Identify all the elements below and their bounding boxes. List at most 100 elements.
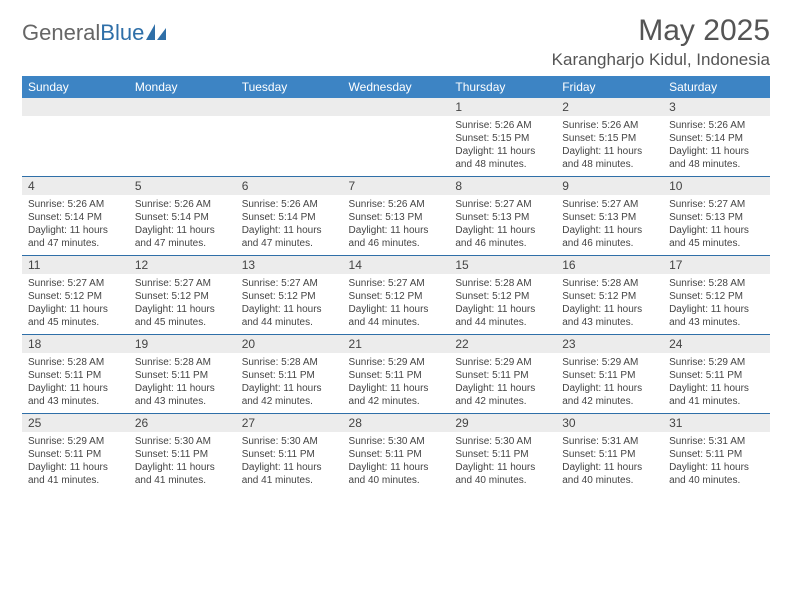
day-details-cell: Sunrise: 5:28 AMSunset: 5:11 PMDaylight:… xyxy=(129,353,236,414)
detail-line: Sunset: 5:12 PM xyxy=(669,290,764,303)
detail-label: Sunrise: xyxy=(135,199,174,210)
detail-line: Sunrise: 5:26 AM xyxy=(349,198,444,211)
detail-label: Daylight: xyxy=(242,304,284,315)
detail-label: Sunrise: xyxy=(455,278,494,289)
detail-label: Sunrise: xyxy=(562,120,601,131)
detail-value: 5:26 AM xyxy=(174,199,211,210)
detail-value: 5:14 PM xyxy=(278,212,315,223)
detail-label: Sunset: xyxy=(28,370,65,381)
detail-line: Sunrise: 5:28 AM xyxy=(135,356,230,369)
day-number-cell: 10 xyxy=(663,177,770,196)
detail-line: Daylight: 11 hours and 43 minutes. xyxy=(28,382,123,408)
day-details-cell: Sunrise: 5:26 AMSunset: 5:15 PMDaylight:… xyxy=(556,116,663,177)
detail-line: Sunrise: 5:26 AM xyxy=(135,198,230,211)
day-details-cell: Sunrise: 5:27 AMSunset: 5:12 PMDaylight:… xyxy=(129,274,236,335)
detail-value: 5:11 PM xyxy=(599,449,636,460)
day-number-cell: 5 xyxy=(129,177,236,196)
day-number-cell: 17 xyxy=(663,256,770,275)
detail-label: Sunset: xyxy=(135,212,172,223)
detail-line: Sunrise: 5:29 AM xyxy=(455,356,550,369)
detail-label: Daylight: xyxy=(349,462,391,473)
detail-value: 5:13 PM xyxy=(492,212,529,223)
detail-value: 5:12 PM xyxy=(492,291,529,302)
detail-value: 5:28 AM xyxy=(602,278,639,289)
location: Karangharjo Kidul, Indonesia xyxy=(552,50,770,70)
detail-label: Sunrise: xyxy=(455,357,494,368)
detail-value: 5:27 AM xyxy=(174,278,211,289)
detail-label: Sunrise: xyxy=(669,120,708,131)
detail-label: Daylight: xyxy=(669,146,711,157)
detail-label: Daylight: xyxy=(349,383,391,394)
detail-line: Sunrise: 5:30 AM xyxy=(455,435,550,448)
detail-label: Daylight: xyxy=(28,383,70,394)
day-details-cell: Sunrise: 5:26 AMSunset: 5:13 PMDaylight:… xyxy=(343,195,450,256)
detail-line: Sunrise: 5:26 AM xyxy=(28,198,123,211)
dow-header: Friday xyxy=(556,76,663,98)
day-details-row: Sunrise: 5:29 AMSunset: 5:11 PMDaylight:… xyxy=(22,432,770,492)
day-number-cell: 18 xyxy=(22,335,129,354)
detail-line: Sunset: 5:12 PM xyxy=(562,290,657,303)
day-details-cell: Sunrise: 5:28 AMSunset: 5:12 PMDaylight:… xyxy=(663,274,770,335)
detail-label: Daylight: xyxy=(669,225,711,236)
detail-line: Sunrise: 5:26 AM xyxy=(669,119,764,132)
detail-line: Daylight: 11 hours and 44 minutes. xyxy=(242,303,337,329)
logo-sail-icon xyxy=(146,24,168,42)
day-details-cell: Sunrise: 5:29 AMSunset: 5:11 PMDaylight:… xyxy=(663,353,770,414)
day-number-cell: 16 xyxy=(556,256,663,275)
day-number-row: 18192021222324 xyxy=(22,335,770,354)
detail-line: Sunset: 5:14 PM xyxy=(242,211,337,224)
detail-value: 5:28 AM xyxy=(174,357,211,368)
detail-label: Daylight: xyxy=(349,225,391,236)
detail-line: Sunset: 5:11 PM xyxy=(349,448,444,461)
detail-label: Sunset: xyxy=(135,291,172,302)
detail-line: Sunset: 5:14 PM xyxy=(28,211,123,224)
detail-label: Daylight: xyxy=(455,225,497,236)
detail-label: Daylight: xyxy=(455,462,497,473)
title-block: May 2025 Karangharjo Kidul, Indonesia xyxy=(552,14,770,70)
detail-value: 5:26 AM xyxy=(709,120,746,131)
day-details-cell xyxy=(236,116,343,177)
detail-value: 5:27 AM xyxy=(602,199,639,210)
detail-line: Daylight: 11 hours and 40 minutes. xyxy=(455,461,550,487)
detail-line: Sunrise: 5:29 AM xyxy=(28,435,123,448)
day-details-cell: Sunrise: 5:26 AMSunset: 5:14 PMDaylight:… xyxy=(663,116,770,177)
detail-line: Daylight: 11 hours and 43 minutes. xyxy=(135,382,230,408)
day-number-cell: 24 xyxy=(663,335,770,354)
detail-line: Sunset: 5:11 PM xyxy=(28,369,123,382)
day-details-cell: Sunrise: 5:26 AMSunset: 5:14 PMDaylight:… xyxy=(129,195,236,256)
day-number-cell: 11 xyxy=(22,256,129,275)
detail-line: Sunset: 5:14 PM xyxy=(135,211,230,224)
day-details-cell xyxy=(343,116,450,177)
detail-label: Daylight: xyxy=(562,462,604,473)
detail-line: Daylight: 11 hours and 43 minutes. xyxy=(669,303,764,329)
detail-line: Sunset: 5:11 PM xyxy=(135,448,230,461)
day-number-cell xyxy=(236,98,343,116)
detail-line: Sunrise: 5:27 AM xyxy=(349,277,444,290)
day-number-cell: 26 xyxy=(129,414,236,433)
dow-header: Monday xyxy=(129,76,236,98)
detail-line: Sunrise: 5:26 AM xyxy=(242,198,337,211)
day-details-row: Sunrise: 5:28 AMSunset: 5:11 PMDaylight:… xyxy=(22,353,770,414)
detail-value: 5:26 AM xyxy=(388,199,425,210)
detail-label: Daylight: xyxy=(455,304,497,315)
detail-value: 5:28 AM xyxy=(281,357,318,368)
detail-value: 5:26 AM xyxy=(67,199,104,210)
detail-label: Daylight: xyxy=(669,383,711,394)
detail-line: Daylight: 11 hours and 47 minutes. xyxy=(242,224,337,250)
day-number-cell: 29 xyxy=(449,414,556,433)
detail-label: Sunrise: xyxy=(242,199,281,210)
detail-line: Daylight: 11 hours and 41 minutes. xyxy=(242,461,337,487)
detail-line: Daylight: 11 hours and 42 minutes. xyxy=(242,382,337,408)
day-number-cell: 2 xyxy=(556,98,663,116)
detail-line: Sunset: 5:11 PM xyxy=(242,369,337,382)
day-details-cell xyxy=(129,116,236,177)
day-number-cell: 6 xyxy=(236,177,343,196)
day-details-cell: Sunrise: 5:27 AMSunset: 5:12 PMDaylight:… xyxy=(236,274,343,335)
detail-value: 5:29 AM xyxy=(709,357,746,368)
detail-label: Sunrise: xyxy=(562,199,601,210)
day-number-cell: 30 xyxy=(556,414,663,433)
detail-line: Sunrise: 5:31 AM xyxy=(669,435,764,448)
day-details-cell: Sunrise: 5:26 AMSunset: 5:14 PMDaylight:… xyxy=(236,195,343,256)
detail-line: Daylight: 11 hours and 41 minutes. xyxy=(135,461,230,487)
day-details-cell: Sunrise: 5:28 AMSunset: 5:12 PMDaylight:… xyxy=(556,274,663,335)
